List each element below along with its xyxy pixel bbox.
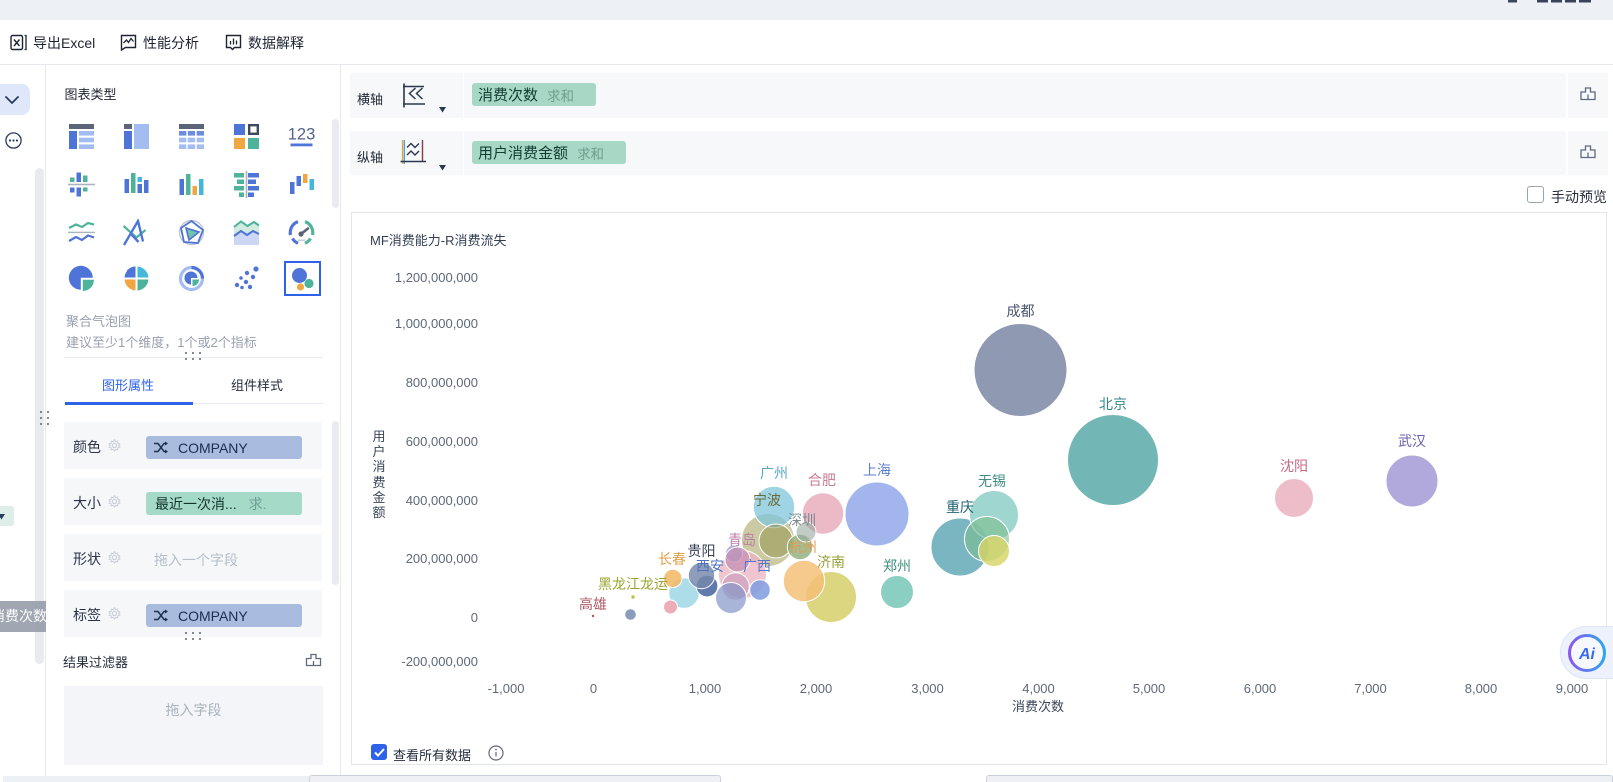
svg-text:Ai: Ai xyxy=(1578,646,1596,663)
svg-text:123: 123 xyxy=(288,125,315,143)
